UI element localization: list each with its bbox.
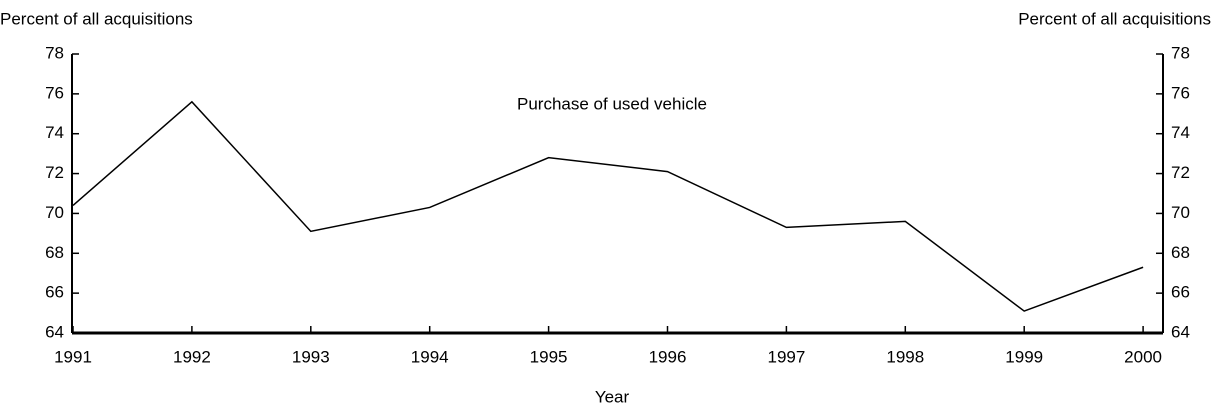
y2-tick-label: 72 <box>1171 163 1190 182</box>
x-tick-label: 1996 <box>649 347 687 366</box>
y2-tick-label: 76 <box>1171 83 1190 102</box>
y-tick-label: 78 <box>45 43 64 62</box>
y-axis-label: Percent of all acquisitions <box>0 9 193 28</box>
annotation: Purchase of used vehicle <box>517 94 707 113</box>
y-tick-label: 68 <box>45 243 64 262</box>
x-axis-label: Year <box>595 387 630 406</box>
x-tick-label: 1999 <box>1005 347 1043 366</box>
y2-tick-label: 64 <box>1171 322 1190 341</box>
y2-tick-label: 70 <box>1171 203 1190 222</box>
x-tick-label: 1994 <box>411 347 449 366</box>
x-tick-label: 1991 <box>54 347 92 366</box>
y-tick-label: 76 <box>45 83 64 102</box>
x-tick-label: 1995 <box>530 347 568 366</box>
y-tick-label: 70 <box>45 203 64 222</box>
y-tick-label: 66 <box>45 283 64 302</box>
y2-axis-label: Percent of all acquisitions <box>1018 9 1211 28</box>
y-tick-label: 72 <box>45 163 64 182</box>
y-tick-label: 74 <box>45 123 64 142</box>
x-tick-label: 2000 <box>1124 347 1162 366</box>
y2-tick-label: 68 <box>1171 243 1190 262</box>
x-tick-label: 1997 <box>767 347 805 366</box>
line <box>72 100 1144 312</box>
x-tick-label: 1998 <box>886 347 924 366</box>
y2-tick-label: 66 <box>1171 283 1190 302</box>
y-tick-label: 64 <box>45 322 64 341</box>
x-tick-label: 1993 <box>292 347 330 366</box>
y2-tick-label: 78 <box>1171 43 1190 62</box>
x-tick-label: 1992 <box>173 347 211 366</box>
y2-tick-label: 74 <box>1171 123 1190 142</box>
